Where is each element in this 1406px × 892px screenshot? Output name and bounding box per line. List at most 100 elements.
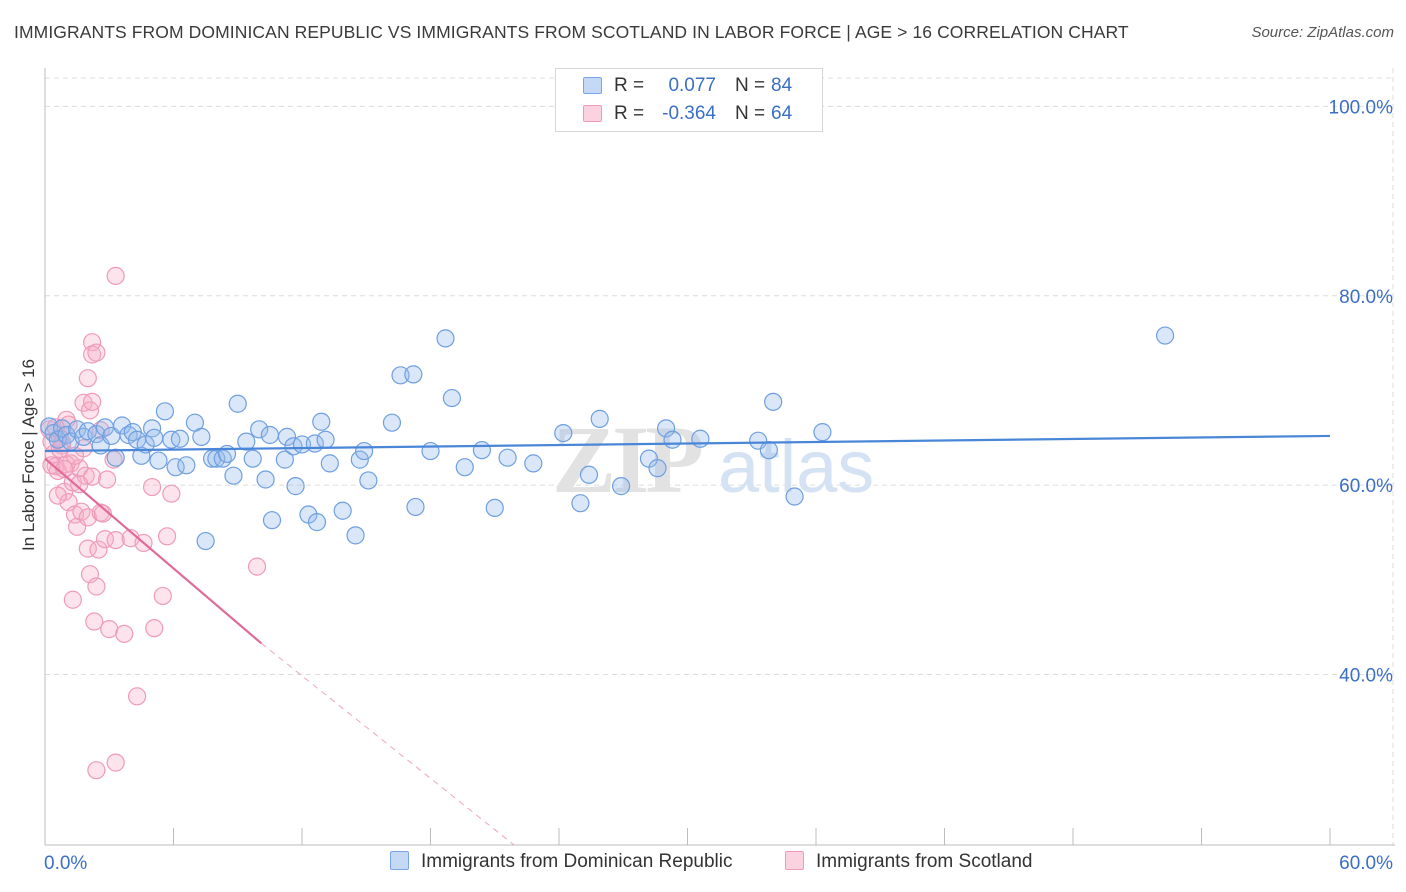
bottom-legend-dominican: Immigrants from Dominican Republic — [390, 851, 733, 873]
point-dominican — [286, 477, 305, 496]
point-scotland — [83, 333, 102, 352]
y-tick-label: 40.0% — [1339, 666, 1393, 687]
point-dominican — [421, 441, 440, 461]
point-dominican — [155, 402, 175, 421]
point-dominican — [571, 494, 590, 513]
point-dominican — [524, 454, 543, 473]
point-scotland — [63, 590, 82, 609]
source-credit: Source: ZipAtlas.com — [1251, 24, 1394, 41]
point-dominican — [785, 487, 804, 506]
point-dominican — [359, 471, 378, 490]
legend-r-value: -0.364 — [662, 103, 716, 124]
point-dominican — [759, 441, 778, 460]
point-dominican — [498, 448, 517, 467]
point-scotland — [48, 486, 67, 505]
point-scotland — [98, 470, 117, 489]
point-dominican — [132, 446, 151, 465]
legend-swatch-dominican — [583, 77, 602, 94]
series-scotland — [40, 266, 267, 780]
bottom-legend-scotland: Immigrants from Scotland — [785, 851, 1032, 873]
point-dominican — [237, 432, 256, 451]
point-scotland — [100, 620, 119, 639]
point-dominican — [170, 429, 190, 448]
point-dominican — [648, 459, 667, 478]
bottom-legend-label-scotland: Immigrants from Scotland — [816, 851, 1033, 872]
point-scotland — [87, 761, 106, 780]
legend-n-value: 84 — [771, 75, 793, 96]
point-dominican — [1155, 326, 1175, 345]
x-tick-label-max: 60.0% — [1339, 853, 1393, 874]
point-scotland — [106, 753, 125, 772]
point-dominican — [256, 470, 275, 489]
correlation-legend: R = 0.077 N = 84 R = -0.364 N = 64 — [555, 68, 823, 132]
point-dominican — [764, 392, 783, 411]
legend-swatch-scotland — [583, 105, 602, 122]
point-scotland — [85, 612, 104, 631]
legend-n-label: N = — [735, 103, 766, 124]
series-dominican — [40, 326, 1175, 551]
trend-line-dominican — [44, 434, 1331, 453]
point-dominican — [250, 420, 269, 439]
point-dominican — [391, 366, 410, 385]
watermark-atlas: atlas — [718, 425, 874, 508]
point-dominican — [472, 441, 491, 460]
point-dominican — [224, 466, 243, 485]
point-dominican — [320, 454, 339, 473]
chart-title: IMMIGRANTS FROM DOMINICAN REPUBLIC VS IM… — [14, 22, 1129, 42]
point-scotland — [106, 530, 125, 550]
point-scotland — [78, 369, 97, 388]
point-scotland — [93, 504, 112, 523]
point-scotland — [145, 619, 164, 638]
point-scotland — [127, 687, 147, 706]
point-dominican — [382, 413, 402, 432]
point-dominican — [177, 456, 196, 475]
trend-line-scotland-extension — [260, 642, 515, 846]
point-scotland — [153, 586, 172, 606]
point-dominican — [112, 416, 132, 435]
legend-row-scotland: R = -0.364 N = 64 — [556, 100, 822, 128]
legend-r-value: 0.077 — [668, 75, 716, 96]
point-scotland — [115, 624, 134, 643]
point-dominican — [813, 423, 832, 442]
legend-r-label: R = — [614, 103, 645, 124]
y-tick-label: 60.0% — [1339, 476, 1393, 497]
point-scotland — [142, 477, 162, 497]
point-dominican — [691, 429, 710, 448]
point-dominican — [196, 531, 215, 551]
point-dominican — [346, 526, 365, 545]
trend-lines — [44, 434, 1331, 846]
point-dominican — [262, 511, 282, 530]
point-dominican — [275, 450, 294, 469]
y-tick-label: 80.0% — [1339, 287, 1393, 308]
point-scotland — [247, 557, 267, 576]
y-axis-label: In Labor Force | Age > 16 — [19, 359, 38, 551]
point-dominican — [612, 477, 631, 496]
x-tick-label-min: 0.0% — [44, 853, 87, 874]
point-dominican — [228, 394, 247, 413]
point-dominican — [277, 427, 297, 446]
legend-row-dominican: R = 0.077 N = 84 — [556, 72, 822, 100]
gridlines — [45, 68, 1395, 845]
trend-line-scotland — [44, 457, 263, 645]
point-dominican — [333, 501, 352, 520]
point-dominican — [145, 428, 164, 447]
point-scotland — [89, 540, 108, 559]
point-dominican — [243, 449, 262, 468]
point-dominican — [656, 419, 676, 438]
point-scotland — [87, 577, 106, 596]
point-dominican — [485, 498, 504, 517]
legend-r-label: R = — [614, 75, 645, 96]
point-dominican — [590, 409, 609, 428]
bottom-legend-label-dominican: Immigrants from Dominican Republic — [421, 851, 733, 872]
point-scotland — [70, 475, 89, 494]
bottom-legend-swatch-scotland — [785, 851, 804, 870]
point-dominican — [436, 329, 455, 348]
point-dominican — [149, 451, 168, 470]
bottom-legend-swatch-dominican — [390, 851, 409, 870]
point-scotland — [162, 484, 181, 503]
legend-n-value: 64 — [771, 103, 793, 124]
legend-n-label: N = — [735, 75, 766, 96]
y-tick-label: 100.0% — [1329, 97, 1394, 118]
point-dominican — [406, 497, 425, 517]
